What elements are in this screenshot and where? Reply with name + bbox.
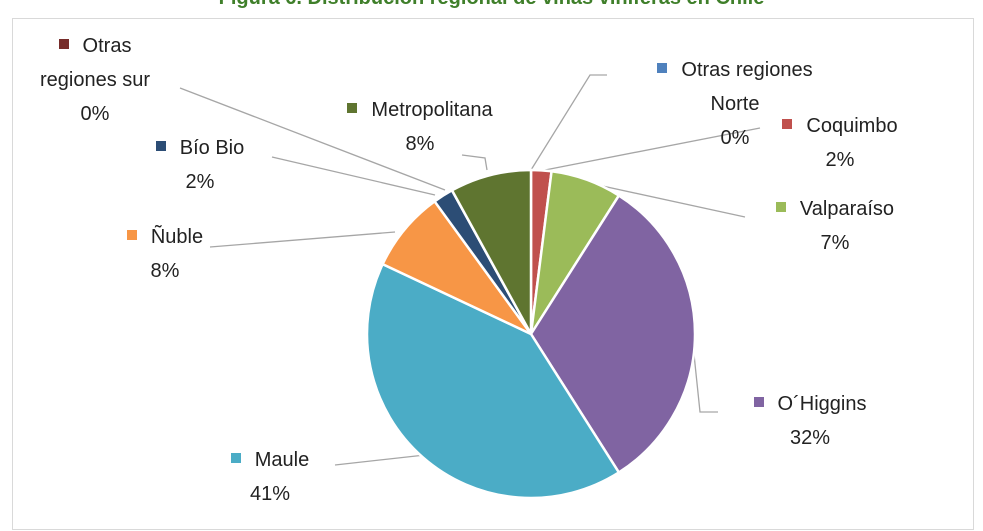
leader-line — [461, 154, 488, 171]
leader-line — [530, 74, 607, 171]
pie-slice — [365, 262, 621, 500]
slice-label: Ñuble 8% — [105, 220, 225, 288]
chart-frame — [12, 18, 974, 530]
category-name: Otras regiones sur — [39, 35, 151, 91]
slice-label: Coquimbo 2% — [770, 109, 910, 177]
leader-line — [179, 87, 446, 191]
category-name: Coquimbo — [806, 115, 898, 137]
legend-marker — [155, 141, 166, 151]
legend-marker — [782, 119, 793, 129]
legend-marker — [347, 103, 358, 113]
value-label: 8% — [405, 133, 435, 155]
legend-marker — [657, 63, 668, 73]
slice-label: Valparaíso 7% — [760, 192, 910, 260]
slice-label: Bío Bio 2% — [135, 131, 265, 199]
leader-line — [271, 156, 436, 196]
legend-marker — [753, 397, 764, 407]
pie-slice — [450, 168, 533, 335]
value-label: 0% — [80, 103, 110, 125]
legend-marker — [58, 39, 69, 49]
value-label: 2% — [185, 171, 215, 193]
category-name: Metropolitana — [371, 99, 493, 121]
value-label: 41% — [249, 483, 291, 505]
slice-label: Otras regiones sur 0% — [30, 29, 160, 131]
category-name: Valparaíso — [799, 198, 895, 220]
value-label: 32% — [789, 427, 831, 449]
pie-slice — [529, 193, 697, 475]
leader-line — [691, 334, 718, 413]
legend-marker — [230, 453, 241, 463]
chart-title: Figura 6. Distribución regional de viñas… — [0, 0, 983, 10]
category-name: O´Higgins — [777, 393, 867, 415]
value-label: 7% — [820, 232, 850, 254]
slice-label: O´Higgins 32% — [735, 387, 885, 455]
category-name: Bío Bio — [179, 137, 245, 159]
category-name: Otras regiones Norte — [681, 59, 813, 115]
slice-label: Maule 41% — [205, 443, 335, 511]
value-label: 0% — [720, 127, 750, 149]
leader-line — [209, 231, 396, 248]
legend-marker — [126, 230, 137, 240]
value-label: 8% — [150, 260, 180, 282]
category-name: Maule — [254, 449, 310, 471]
leader-line — [334, 454, 426, 466]
slice-label: Metropolitana 8% — [320, 93, 520, 161]
slice-label: Otras regiones Norte 0% — [640, 53, 830, 155]
category-name: Ñuble — [150, 226, 204, 248]
leader-line — [544, 127, 761, 171]
value-label: 2% — [825, 149, 855, 171]
legend-marker — [775, 202, 786, 212]
